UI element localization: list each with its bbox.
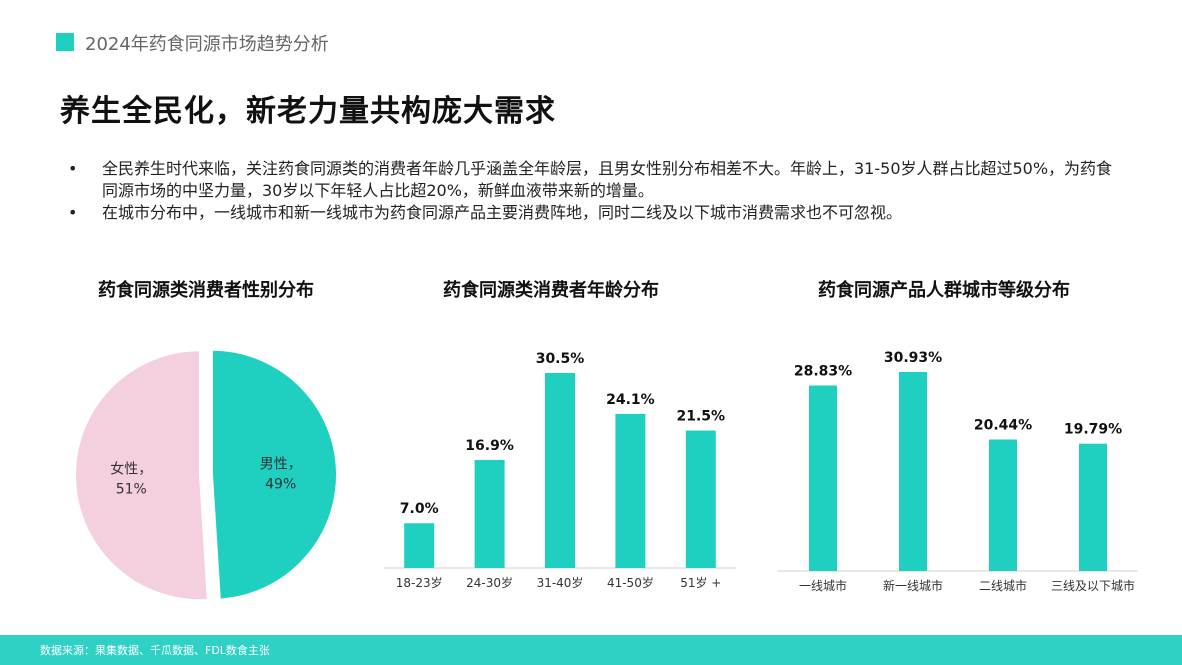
header-accent-square: [56, 33, 74, 51]
city-chart-title: 药食同源产品人群城市等级分布: [818, 280, 1070, 301]
x-tick-label: 二线城市: [979, 578, 1027, 593]
bar: [989, 439, 1017, 571]
bar-value-label: 20.44%: [974, 417, 1032, 433]
bar: [404, 523, 435, 568]
x-tick-label: 三线及以下城市: [1051, 578, 1135, 593]
x-tick-label: 24-30岁: [466, 575, 513, 590]
bar: [1079, 443, 1107, 571]
bar-value-label: 7.0%: [400, 501, 439, 517]
bar-value-label: 16.9%: [465, 438, 514, 454]
pie-slice-label: 男性，: [260, 457, 302, 473]
bar: [545, 373, 575, 568]
gender-chart-title: 药食同源类消费者性别分布: [98, 280, 314, 301]
bar: [899, 372, 927, 571]
pie-slice-label: 女性，: [110, 460, 152, 477]
bullet-dot: •: [68, 203, 78, 222]
pie-slice-value: 51%: [116, 481, 147, 497]
x-tick-label: 41-50岁: [607, 575, 654, 590]
bullet-text: 在城市分布中，一线城市和新一线城市为药食同源产品主要消费阵地，同时二线及以下城市…: [102, 203, 903, 222]
bar: [615, 413, 646, 568]
page-title: 养生全民化，新老力量共构庞大需求: [60, 94, 556, 129]
age-chart-title: 药食同源类消费者年龄分布: [443, 280, 659, 301]
bar-value-label: 28.83%: [794, 364, 852, 380]
bar-value-label: 30.93%: [884, 350, 942, 366]
x-tick-label: 一线城市: [799, 578, 847, 593]
header-title: 2024年药食同源市场趋势分析: [85, 34, 329, 55]
bullet-list: • 全民养生时代来临，关注药食同源类的消费者年龄几乎涵盖全年龄层，且男女性别分布…: [68, 158, 1128, 224]
bar-value-label: 24.1%: [606, 392, 655, 408]
x-tick-label: 18-23岁: [396, 575, 443, 590]
footer-bar: 数据来源：果集数据、千瓜数据、FDL数食主张: [0, 635, 1182, 665]
bar: [474, 459, 505, 568]
data-source: 数据来源：果集数据、千瓜数据、FDL数食主张: [40, 644, 270, 657]
bullet-dot: •: [68, 159, 78, 178]
x-tick-label: 51岁 +: [680, 575, 721, 590]
bullet-item: • 在城市分布中，一线城市和新一线城市为药食同源产品主要消费阵地，同时二线及以下…: [68, 202, 1128, 224]
bar: [685, 430, 716, 568]
pie-slice-value: 49%: [265, 477, 296, 493]
x-tick-label: 新一线城市: [883, 578, 943, 593]
bullet-item: • 全民养生时代来临，关注药食同源类的消费者年龄几乎涵盖全年龄层，且男女性别分布…: [68, 158, 1128, 202]
x-tick-label: 31-40岁: [537, 575, 584, 590]
pie-slice: [210, 348, 338, 601]
bar-value-label: 21.5%: [677, 409, 726, 425]
bullet-text: 全民养生时代来临，关注药食同源类的消费者年龄几乎涵盖全年龄层，且男女性别分布相差…: [102, 159, 1113, 200]
bar-value-label: 19.79%: [1064, 422, 1122, 438]
pie-slice: [74, 349, 209, 602]
bar: [809, 385, 837, 571]
bar-value-label: 30.5%: [536, 351, 585, 367]
